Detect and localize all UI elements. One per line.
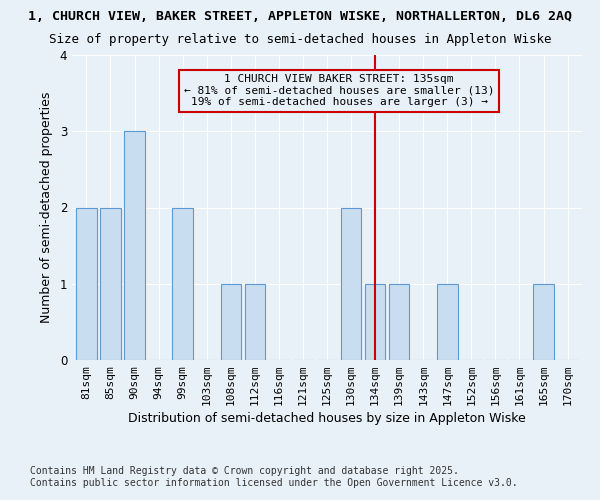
Bar: [533, 284, 554, 360]
Text: Contains HM Land Registry data © Crown copyright and database right 2025.
Contai: Contains HM Land Registry data © Crown c…: [30, 466, 518, 487]
Text: 1, CHURCH VIEW, BAKER STREET, APPLETON WISKE, NORTHALLERTON, DL6 2AQ: 1, CHURCH VIEW, BAKER STREET, APPLETON W…: [28, 10, 572, 23]
Text: 1 CHURCH VIEW BAKER STREET: 135sqm
← 81% of semi-detached houses are smaller (13: 1 CHURCH VIEW BAKER STREET: 135sqm ← 81%…: [184, 74, 494, 108]
Bar: [365, 284, 385, 360]
Text: Size of property relative to semi-detached houses in Appleton Wiske: Size of property relative to semi-detach…: [49, 32, 551, 46]
Bar: [389, 284, 409, 360]
Bar: [100, 208, 121, 360]
Y-axis label: Number of semi-detached properties: Number of semi-detached properties: [40, 92, 53, 323]
X-axis label: Distribution of semi-detached houses by size in Appleton Wiske: Distribution of semi-detached houses by …: [128, 412, 526, 426]
Bar: [245, 284, 265, 360]
Bar: [221, 284, 241, 360]
Bar: [437, 284, 458, 360]
Bar: [172, 208, 193, 360]
Bar: [124, 131, 145, 360]
Bar: [341, 208, 361, 360]
Bar: [76, 208, 97, 360]
